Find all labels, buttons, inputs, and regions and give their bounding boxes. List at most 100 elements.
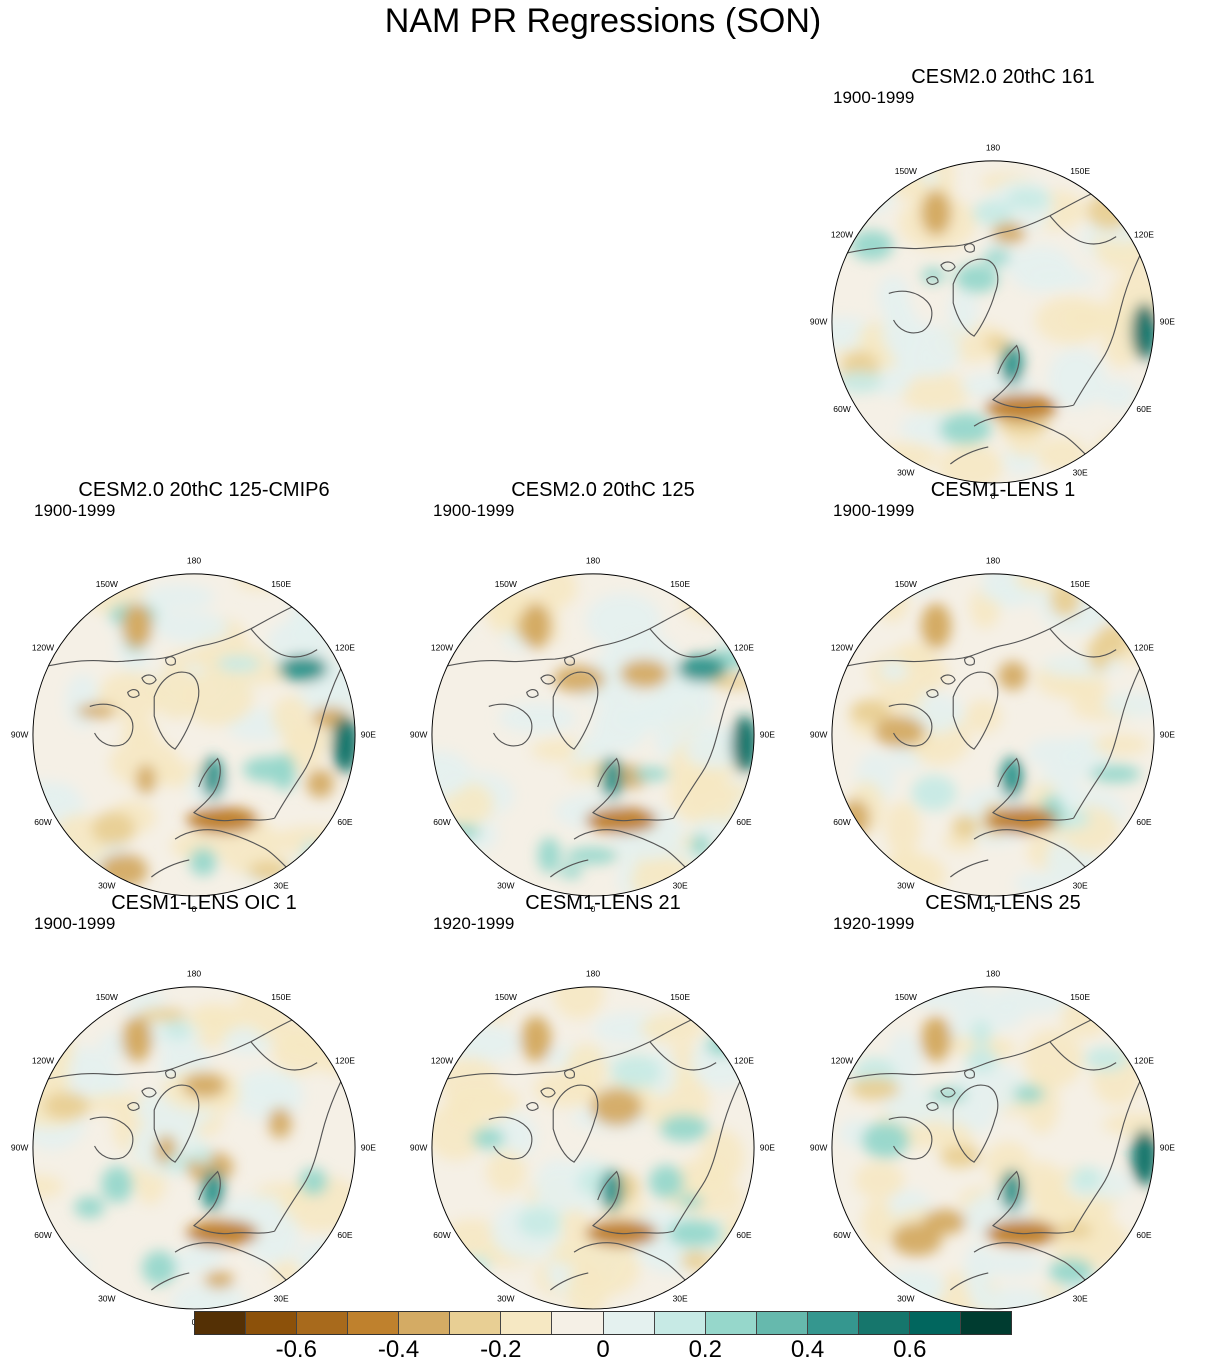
map-panel: CESM2.0 20thC 125-CMIP6 1900-1999 180 150E 1…	[11, 479, 434, 914]
anomaly-patch	[65, 673, 100, 729]
anomaly-patch	[237, 1069, 301, 1105]
coastline	[964, 243, 975, 253]
longitude-label: 120W	[831, 230, 854, 240]
panel-title: CESM2.0 20thC 161	[911, 66, 1095, 88]
coastline	[141, 1087, 157, 1098]
colorbar-swatch	[552, 1312, 604, 1334]
colorbar-label: -0.4	[377, 1336, 420, 1363]
anomaly-patch	[911, 774, 957, 812]
anomaly-patch	[186, 1219, 259, 1247]
anomaly-patch	[677, 655, 727, 682]
coastline	[488, 703, 533, 747]
longitude-label: 90E	[361, 1143, 376, 1153]
map-panel: CESM2.0 20thC 125 1900-1999 180 150E 120E 90E…	[410, 479, 833, 914]
longitude-label: 180	[586, 968, 600, 978]
coastline	[649, 1041, 717, 1071]
anomaly-patch	[831, 160, 879, 213]
anomaly-patch	[881, 301, 920, 358]
longitude-label: 90W	[11, 730, 29, 740]
anomaly-patch	[585, 1219, 658, 1247]
coastline	[250, 628, 318, 658]
anomaly-patch	[1013, 1084, 1045, 1104]
anomaly-patch	[201, 756, 225, 799]
coastline	[1073, 255, 1141, 406]
anomaly-patch	[600, 756, 624, 799]
anomaly-patch	[978, 1251, 1044, 1277]
coastline	[552, 1084, 599, 1163]
coastline	[127, 1102, 140, 1111]
longitude-label: 150W	[495, 992, 518, 1002]
coastline	[673, 1081, 741, 1232]
colorbar-swatch	[960, 1312, 1011, 1334]
anomaly-patch	[1048, 1258, 1094, 1285]
longitude-label: 120W	[32, 1056, 55, 1066]
anomaly-patch	[486, 1149, 527, 1194]
anomaly-patch	[951, 814, 980, 839]
longitude-label: 0	[192, 904, 197, 914]
anomaly-patch	[1000, 756, 1024, 799]
coastline	[89, 703, 134, 747]
anomaly-patch	[35, 1266, 71, 1304]
longitude-label: 60W	[433, 1230, 451, 1240]
colorbar-label: -0.2	[480, 1336, 522, 1363]
longitude-label: 120E	[335, 1056, 355, 1066]
panel-title: CESM2.0 20thC 125-CMIP6	[78, 479, 330, 501]
anomaly-patch	[985, 335, 1008, 352]
anomaly-patch	[559, 864, 583, 879]
anomaly-patch	[201, 1169, 225, 1212]
longitude-label: 30W	[897, 1294, 915, 1304]
coastline	[151, 859, 190, 878]
anomaly-patch	[1089, 764, 1141, 783]
anomaly-patch	[332, 715, 356, 773]
coastline	[973, 1242, 1089, 1283]
panel-years: 1920-1999	[833, 914, 915, 933]
coastline	[992, 344, 1074, 409]
anomaly-patch	[861, 1199, 895, 1247]
longitude-label: 0	[991, 491, 996, 501]
anomaly-patch	[849, 1077, 901, 1101]
coastline	[274, 668, 342, 819]
anomaly-patch	[992, 222, 1026, 245]
anomaly-patch	[1072, 1166, 1101, 1192]
longitude-label: 90E	[1160, 730, 1175, 740]
longitude-label: 120E	[335, 643, 355, 653]
coastline	[973, 829, 1089, 870]
anomaly-patch	[566, 1265, 609, 1309]
longitude-label: 150E	[1070, 166, 1090, 176]
anomaly-patch	[708, 594, 743, 623]
coastline	[964, 656, 975, 666]
anomaly-patch	[245, 1208, 300, 1265]
anomaly-patch	[600, 1169, 624, 1212]
anomaly-patch	[521, 1016, 552, 1062]
anomaly-patch	[1102, 1111, 1155, 1137]
longitude-label: 30W	[497, 1294, 515, 1304]
anomaly-patch	[900, 371, 971, 412]
coastline	[992, 1170, 1074, 1235]
longitude-label: 90W	[11, 1143, 29, 1153]
anomaly-patch	[972, 200, 1014, 226]
coastline	[165, 1069, 176, 1079]
anomaly-patch	[439, 1057, 501, 1107]
longitude-label: 180	[586, 555, 600, 565]
longitude-label: 150E	[670, 579, 690, 589]
map-boundary	[431, 573, 755, 897]
anomaly-patch	[640, 1013, 705, 1044]
longitude-label: 60W	[34, 817, 52, 827]
anomaly-patch	[854, 1161, 905, 1200]
coastline	[488, 1116, 533, 1160]
colorbar-swatch	[858, 1312, 910, 1334]
anomaly-patch	[498, 702, 577, 734]
anomaly-patch	[306, 769, 334, 798]
longitude-label: 0	[991, 904, 996, 914]
coastline	[165, 656, 176, 666]
anomaly-patch	[1000, 1169, 1024, 1212]
map-boundary	[831, 573, 1155, 897]
coastline	[649, 628, 717, 658]
anomaly-patch	[610, 1054, 662, 1089]
longitude-label: 30W	[98, 881, 116, 891]
anomaly-patch	[186, 806, 259, 834]
coastline	[888, 703, 933, 747]
longitude-label: 60E	[337, 817, 352, 827]
